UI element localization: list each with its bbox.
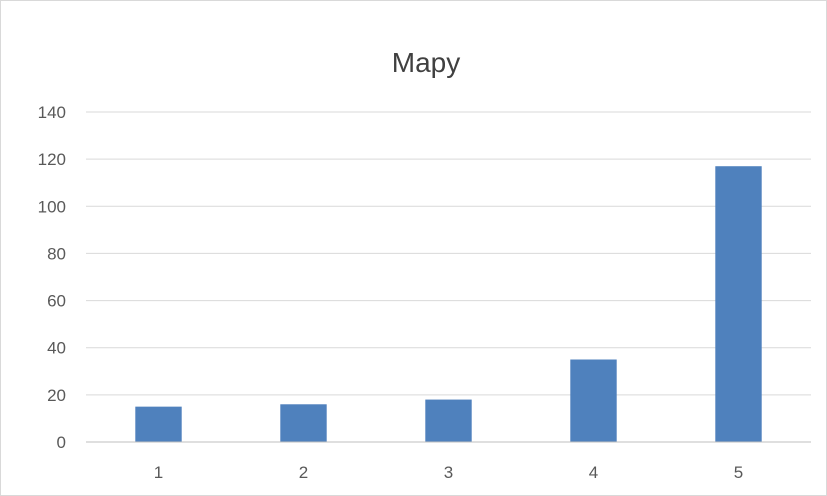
bar-1 (135, 406, 182, 442)
x-tick-label: 2 (299, 463, 308, 482)
y-tick-label: 60 (47, 292, 66, 311)
y-tick-label: 80 (47, 244, 66, 263)
y-tick-label: 0 (57, 433, 66, 452)
bar-4 (570, 359, 617, 442)
y-axis-tick-labels: 0 20 40 60 80 100 120 140 (38, 103, 66, 452)
bar-2 (280, 404, 327, 442)
y-tick-label: 20 (47, 386, 66, 405)
y-tick-label: 140 (38, 103, 66, 122)
bar-3 (425, 399, 472, 442)
y-tick-label: 100 (38, 197, 66, 216)
x-tick-label: 1 (154, 463, 163, 482)
x-tick-label: 3 (444, 463, 453, 482)
chart-title: Mapy (392, 47, 460, 78)
y-tick-label: 120 (38, 150, 66, 169)
bars (135, 166, 762, 442)
x-tick-label: 5 (734, 463, 743, 482)
x-axis-tick-labels: 1 2 3 4 5 (154, 463, 743, 482)
bar-5 (715, 166, 762, 442)
y-tick-label: 40 (47, 339, 66, 358)
gridlines (86, 111, 811, 396)
x-tick-label: 4 (589, 463, 598, 482)
